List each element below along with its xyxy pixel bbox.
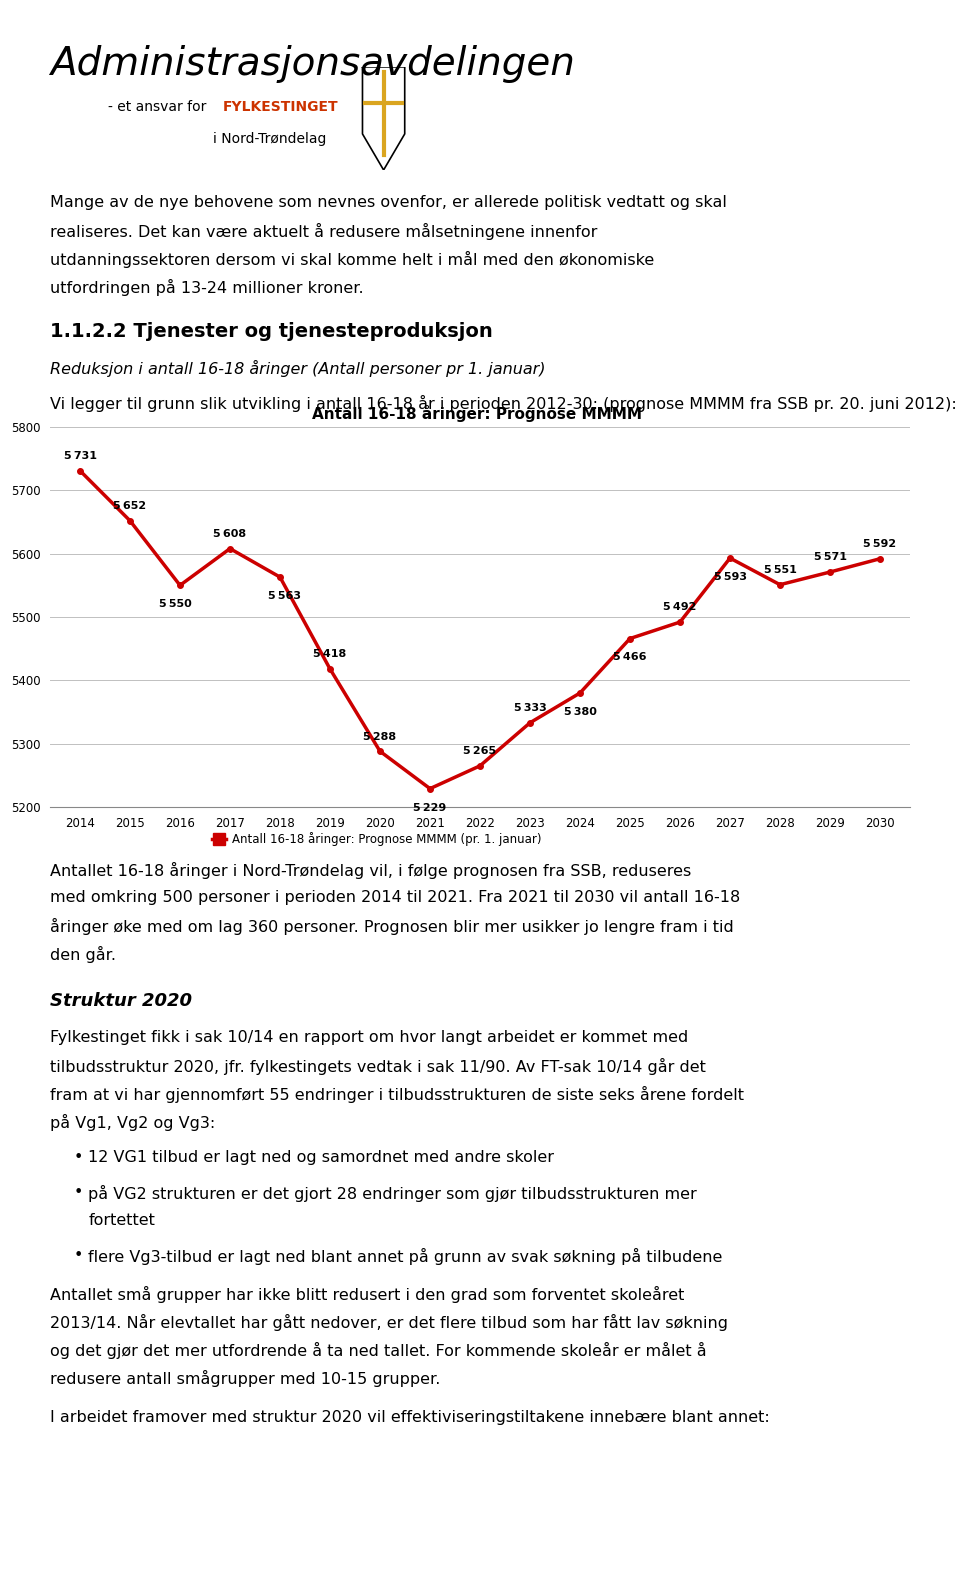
Text: 2013/14. Når elevtallet har gått nedover, er det flere tilbud som har fått lav s: 2013/14. Når elevtallet har gått nedover… (50, 1313, 728, 1331)
Text: 5 731: 5 731 (63, 450, 97, 462)
Text: 5 571: 5 571 (813, 552, 847, 563)
Text: 12 VG1 tilbud er lagt ned og samordnet med andre skoler: 12 VG1 tilbud er lagt ned og samordnet m… (88, 1150, 555, 1166)
Text: I arbeidet framover med struktur 2020 vil effektiviseringstiltakene innebære bla: I arbeidet framover med struktur 2020 vi… (50, 1410, 770, 1424)
Text: Struktur 2020: Struktur 2020 (50, 991, 192, 1010)
Text: utfordringen på 13-24 millioner kroner.: utfordringen på 13-24 millioner kroner. (50, 279, 364, 297)
Text: 5 265: 5 265 (464, 745, 496, 757)
Text: FYLKESTINGET: FYLKESTINGET (223, 100, 339, 114)
Text: på VG2 strukturen er det gjort 28 endringer som gjør tilbudsstrukturen mer: på VG2 strukturen er det gjort 28 endrin… (88, 1185, 697, 1202)
Text: den går.: den går. (50, 945, 116, 963)
Text: 5 550: 5 550 (159, 600, 192, 609)
Text: Fylkestinget fikk i sak 10/14 en rapport om hvor langt arbeidet er kommet med: Fylkestinget fikk i sak 10/14 en rapport… (50, 1029, 688, 1045)
Text: Mange av de nye behovene som nevnes ovenfor, er allerede politisk vedtatt og ska: Mange av de nye behovene som nevnes oven… (50, 195, 727, 209)
Text: - et ansvar for: - et ansvar for (108, 100, 210, 114)
Text: 5 492: 5 492 (663, 603, 697, 612)
Text: flere Vg3-tilbud er lagt ned blant annet på grunn av svak søkning på tilbudene: flere Vg3-tilbud er lagt ned blant annet… (88, 1248, 723, 1266)
Text: på Vg1, Vg2 og Vg3:: på Vg1, Vg2 og Vg3: (50, 1113, 215, 1131)
Text: 5 333: 5 333 (514, 703, 546, 714)
Text: Antallet små grupper har ikke blitt redusert i den grad som forventet skoleåret: Antallet små grupper har ikke blitt redu… (50, 1286, 684, 1304)
Text: 5 418: 5 418 (313, 649, 347, 660)
Text: fortettet: fortettet (88, 1213, 156, 1228)
Text: utdanningssektoren dersom vi skal komme helt i mål med den økonomiske: utdanningssektoren dersom vi skal komme … (50, 251, 655, 268)
Text: 5 380: 5 380 (564, 707, 596, 717)
Text: tilbudsstruktur 2020, jfr. fylkestingets vedtak i sak 11/90. Av FT-sak 10/14 går: tilbudsstruktur 2020, jfr. fylkestingets… (50, 1058, 706, 1075)
Text: 5 608: 5 608 (213, 528, 247, 539)
Text: i Nord-Trøndelag: i Nord-Trøndelag (213, 132, 326, 146)
Text: med omkring 500 personer i perioden 2014 til 2021. Fra 2021 til 2030 vil antall : med omkring 500 personer i perioden 2014… (50, 890, 740, 906)
Text: 5 652: 5 652 (113, 501, 147, 511)
Text: •: • (74, 1248, 84, 1262)
Title: Antall 16-18 åringer: Prognose MMMM : Antall 16-18 åringer: Prognose MMMM (312, 404, 648, 422)
Text: 1.1.2.2 Tjenester og tjenesteproduksjon: 1.1.2.2 Tjenester og tjenesteproduksjon (50, 322, 492, 341)
Text: 5 229: 5 229 (414, 803, 446, 812)
Legend: Antall 16-18 åringer: Prognose MMMM (pr. 1. januar): Antall 16-18 åringer: Prognose MMMM (pr.… (207, 826, 546, 850)
Text: Reduksjon i antall 16-18 åringer (Antall personer pr 1. januar): Reduksjon i antall 16-18 åringer (Antall… (50, 360, 545, 377)
Text: Vi legger til grunn slik utvikling i antall 16-18 år i perioden 2012-30: (progno: Vi legger til grunn slik utvikling i ant… (50, 395, 957, 412)
Text: 5 592: 5 592 (863, 539, 897, 549)
Text: 5 466: 5 466 (613, 652, 647, 663)
Text: 5 593: 5 593 (713, 573, 747, 582)
Text: Administrasjonsavdelingen: Administrasjonsavdelingen (50, 44, 575, 82)
Text: •: • (74, 1150, 84, 1166)
Text: og det gjør det mer utfordrende å ta ned tallet. For kommende skoleår er målet å: og det gjør det mer utfordrende å ta ned… (50, 1342, 707, 1359)
Text: 5 563: 5 563 (268, 592, 300, 601)
Text: 5 551: 5 551 (763, 565, 797, 576)
Text: realiseres. Det kan være aktuelt å redusere målsetningene innenfor: realiseres. Det kan være aktuelt å redus… (50, 224, 597, 239)
Text: åringer øke med om lag 360 personer. Prognosen blir mer usikker jo lengre fram i: åringer øke med om lag 360 personer. Pro… (50, 918, 733, 936)
Text: Antallet 16-18 åringer i Nord-Trøndelag vil, i følge prognosen fra SSB, redusere: Antallet 16-18 åringer i Nord-Trøndelag … (50, 863, 691, 879)
Text: •: • (74, 1185, 84, 1201)
Text: redusere antall smågrupper med 10-15 grupper.: redusere antall smågrupper med 10-15 gru… (50, 1370, 441, 1388)
Text: 5 288: 5 288 (364, 731, 396, 742)
Text: fram at vi har gjennomført 55 endringer i tilbudsstrukturen de siste seks årene : fram at vi har gjennomført 55 endringer … (50, 1086, 744, 1102)
